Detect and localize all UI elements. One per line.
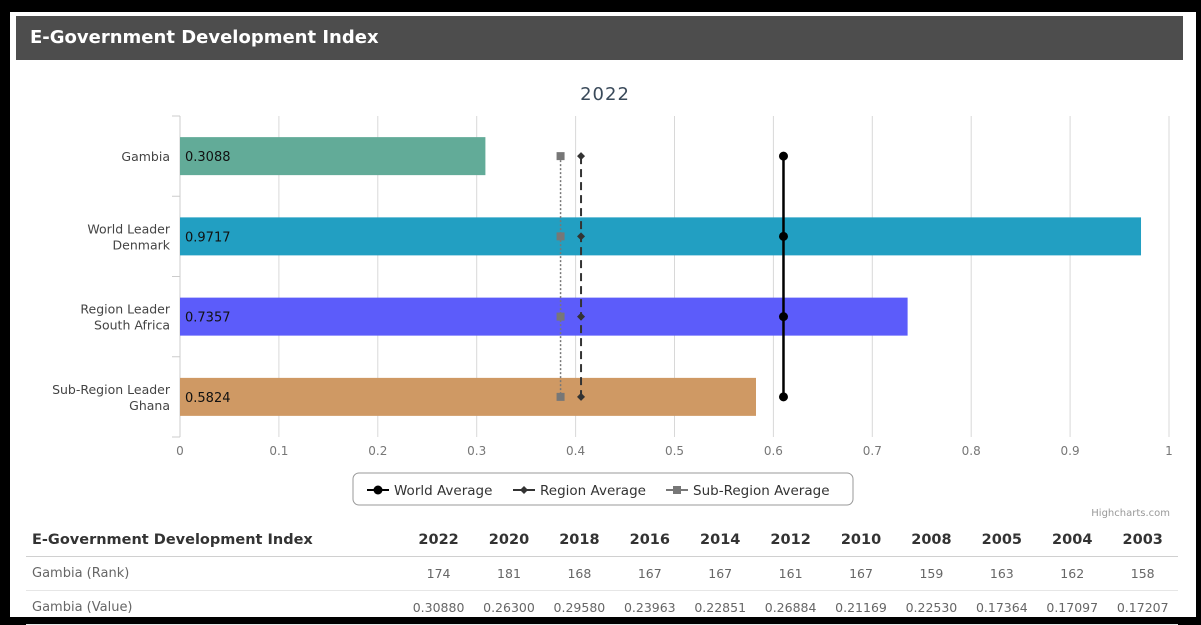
table-cell: 0.17097 <box>1037 590 1108 625</box>
chart-labels: 0 0.1 0.2 0.3 0.4 0.5 0.6 0.7 0.8 0.9 1 0.3088 Gambi… <box>52 149 1173 458</box>
category-label: Denmark <box>113 237 171 252</box>
chart-reference-series <box>556 151 788 402</box>
bar-value-label: 0.9717 <box>185 230 231 245</box>
table-cell: 167 <box>614 556 685 591</box>
table-cell: 0.17207 <box>1107 590 1178 625</box>
table-cell: 0.26884 <box>755 590 826 625</box>
category-label: Sub-Region Leader <box>52 382 171 397</box>
table-row: Gambia (Rank) 174 181 168 167 167 161 167 159 163… <box>26 556 1178 591</box>
series-point[interactable] <box>556 152 565 161</box>
data-table: E-Government Development Index 2022 2020 20… <box>26 524 1178 625</box>
table-year-header: 2012 <box>755 524 826 557</box>
series-point[interactable] <box>556 232 565 241</box>
table-cell: 162 <box>1037 556 1108 591</box>
bar[interactable] <box>180 217 1142 256</box>
table-year-header: 2004 <box>1037 524 1108 557</box>
table-cell: 0.30880 <box>403 590 474 625</box>
category-label: Region Leader <box>80 302 170 317</box>
table-cell: 163 <box>966 556 1038 591</box>
table-row: Gambia (Value) 0.30880 0.26300 0.29580 0.239… <box>26 590 1178 625</box>
table-year-header: 2003 <box>1107 524 1178 557</box>
x-tick-label: 0.9 <box>1061 444 1080 458</box>
bar-value-label: 0.3088 <box>185 150 231 165</box>
table-cell: 181 <box>473 556 545 591</box>
table-cell: 167 <box>825 556 897 591</box>
series-point[interactable] <box>577 312 586 321</box>
bar[interactable] <box>180 297 908 336</box>
series-point[interactable] <box>778 231 788 241</box>
bar[interactable] <box>180 137 486 176</box>
x-tick-label: 0.1 <box>269 444 288 458</box>
category-label: South Africa <box>94 318 170 333</box>
panel-title: E-Government Development Index <box>30 27 379 48</box>
table-header-label: E-Government Development Index <box>26 524 404 557</box>
table-cell: 0.26300 <box>473 590 545 625</box>
category-label: Ghana <box>129 398 170 413</box>
table-cell: 0.22851 <box>685 590 756 625</box>
series-point[interactable] <box>778 151 788 161</box>
x-tick-label: 1 <box>1165 444 1173 458</box>
x-tick-label: 0.2 <box>368 444 387 458</box>
table-year-header: 2010 <box>825 524 897 557</box>
table-year-header: 2018 <box>544 524 615 557</box>
chart-legend[interactable]: World Average Region Average Sub-Region Av… <box>352 472 854 506</box>
series-point[interactable] <box>556 392 565 401</box>
table-cell: 168 <box>544 556 615 591</box>
table-cell: 0.17364 <box>966 590 1038 625</box>
legend-marker <box>673 486 681 494</box>
x-tick-label: 0.7 <box>863 444 882 458</box>
series-point[interactable] <box>577 232 586 241</box>
table-year-header: 2014 <box>685 524 756 557</box>
table-cell: 159 <box>896 556 967 591</box>
chart-title: 2022 <box>580 84 630 105</box>
table-cell: 174 <box>403 556 474 591</box>
series-point[interactable] <box>556 312 565 321</box>
category-label: World Leader <box>87 221 171 236</box>
table-cell: 0.23963 <box>614 590 685 625</box>
table-cell: 0.21169 <box>825 590 897 625</box>
table-header-row: E-Government Development Index 2022 2020 20… <box>26 524 1178 557</box>
chart-credits[interactable]: Highcharts.com <box>1091 508 1170 519</box>
series-point[interactable] <box>577 152 586 161</box>
x-tick-label: 0.8 <box>962 444 981 458</box>
category-label: Gambia <box>121 149 170 164</box>
legend-item[interactable]: Sub-Region Average <box>693 483 830 499</box>
bar-value-label: 0.5824 <box>185 391 231 406</box>
table-cell: 0.29580 <box>544 590 615 625</box>
x-tick-label: 0.4 <box>566 444 585 458</box>
table-cell: 167 <box>685 556 756 591</box>
table-year-header: 2020 <box>473 524 545 557</box>
table-row-label: Gambia (Value) <box>26 590 404 625</box>
table-row-label: Gambia (Rank) <box>26 556 404 591</box>
series-point[interactable] <box>778 392 788 402</box>
x-tick-label: 0 <box>176 444 184 458</box>
legend-marker <box>373 485 383 495</box>
table-year-header: 2008 <box>896 524 967 557</box>
chart-bars <box>180 137 1142 416</box>
x-tick-label: 0.5 <box>665 444 684 458</box>
series-point[interactable] <box>778 312 788 322</box>
bar[interactable] <box>180 377 756 416</box>
table-cell: 0.22530 <box>896 590 967 625</box>
series-point[interactable] <box>577 392 586 401</box>
legend-item[interactable]: Region Average <box>540 483 646 499</box>
table-cell: 158 <box>1107 556 1178 591</box>
x-tick-label: 0.6 <box>764 444 783 458</box>
bar-chart: 0 0.1 0.2 0.3 0.4 0.5 0.6 0.7 0.8 0.9 1 0.3088 Gambi… <box>52 84 1173 519</box>
legend-marker <box>520 486 528 494</box>
x-tick-label: 0.3 <box>467 444 486 458</box>
table-body: Gambia (Rank) 174 181 168 167 167 161 167 159 163… <box>26 556 1178 625</box>
bar-value-label: 0.7357 <box>185 311 231 326</box>
legend-item[interactable]: World Average <box>394 483 492 499</box>
table-year-header: 2022 <box>403 524 474 557</box>
panel-header: E-Government Development Index <box>16 16 1183 60</box>
legend-box <box>352 472 854 506</box>
table-year-header: 2005 <box>966 524 1038 557</box>
table-year-header: 2016 <box>614 524 685 557</box>
table-cell: 161 <box>755 556 826 591</box>
